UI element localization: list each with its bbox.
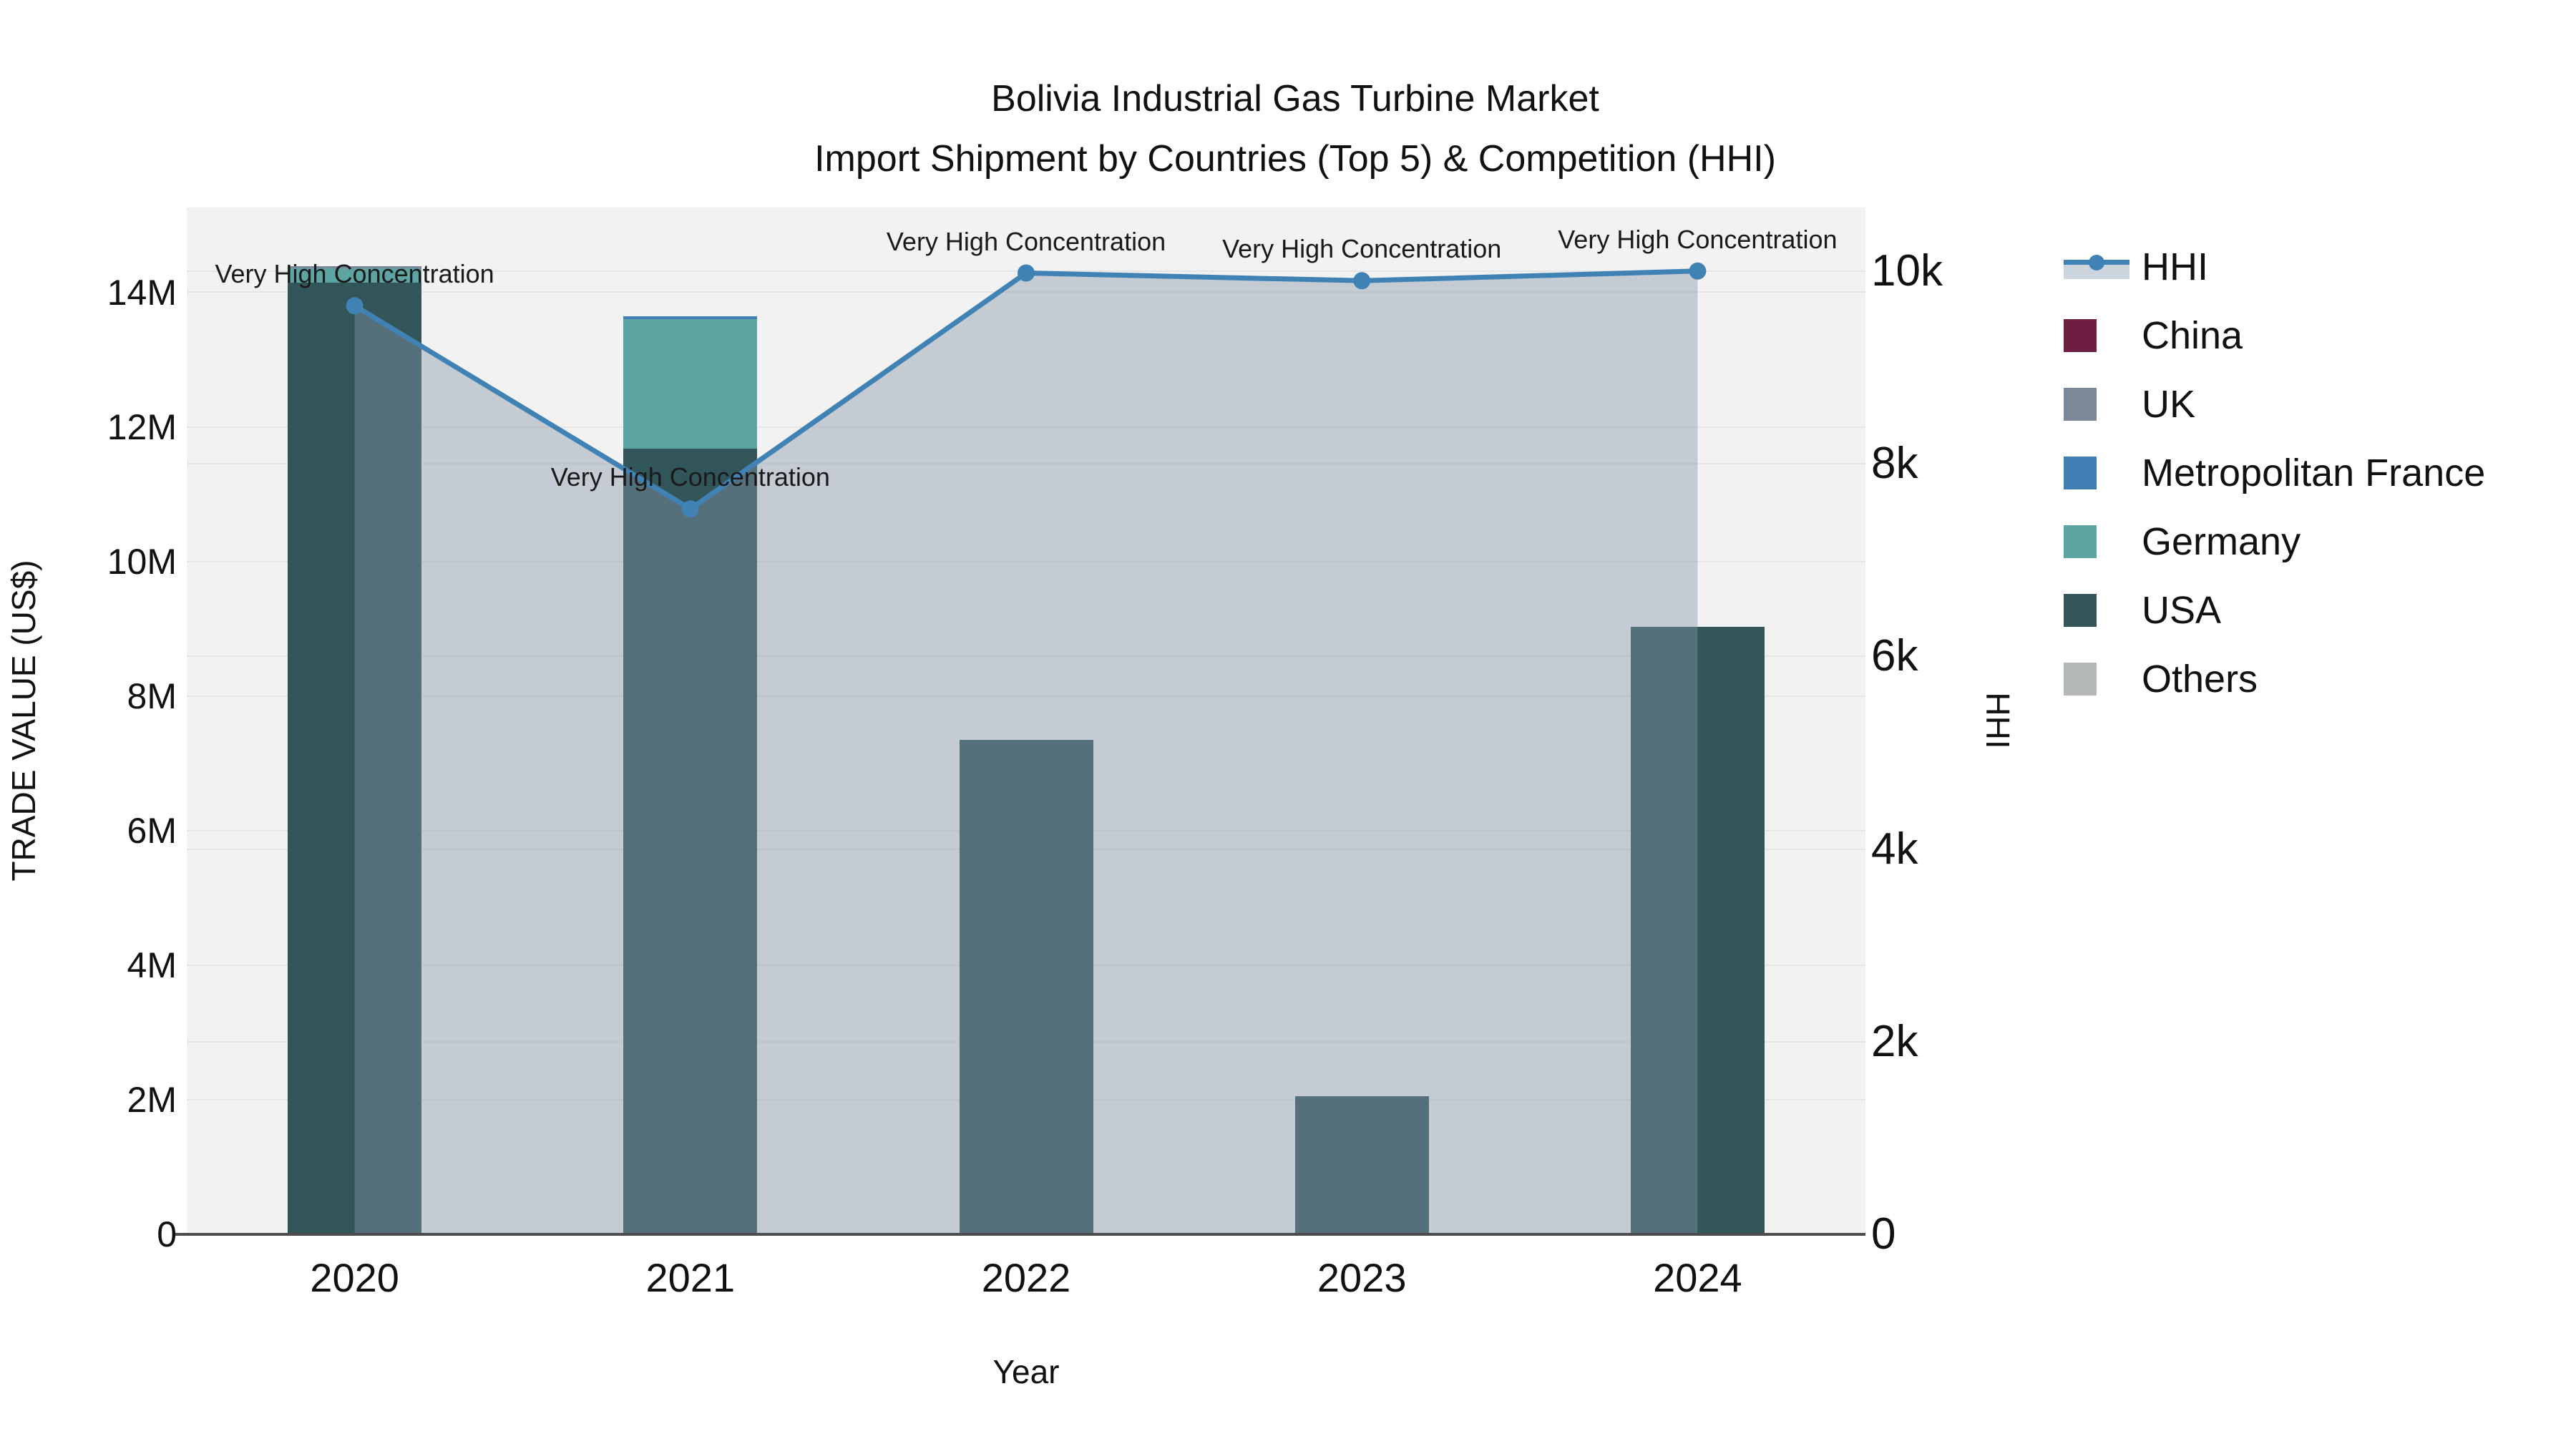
annotation-2020: Very High Concentration — [215, 259, 494, 289]
legend-item-germany[interactable]: Germany — [2064, 507, 2485, 576]
legend-swatch-usa — [2064, 594, 2132, 627]
legend-item-others[interactable]: Others — [2064, 645, 2485, 713]
y-left-tick-label: 4M — [127, 945, 177, 985]
y-right-tick-label: 4k — [1871, 824, 1918, 874]
legend-item-uk[interactable]: UK — [2064, 370, 2485, 439]
legend-swatch-hhi — [2064, 255, 2132, 279]
bar-2022-usa — [959, 739, 1093, 1234]
chart-title-line1: Bolivia Industrial Gas Turbine Market — [991, 78, 1599, 119]
legend-item-label: Metropolitan France — [2142, 452, 2486, 494]
uk-color-swatch-icon — [2064, 388, 2097, 421]
legend-item-usa[interactable]: USA — [2064, 576, 2485, 645]
legend-item-metropolitan-france[interactable]: Metropolitan France — [2064, 439, 2485, 507]
bar-2021-metropolitan-france — [623, 316, 758, 319]
y-right-tick-label: 2k — [1871, 1016, 1918, 1066]
y-right-tick-label: 10k — [1871, 245, 1943, 296]
y-right-tick-label: 6k — [1871, 631, 1918, 681]
legend-item-label: HHI — [2142, 245, 2208, 288]
bar-2024-usa — [1630, 626, 1765, 1234]
annotation-2023: Very High Concentration — [1222, 234, 1502, 264]
metropolitan-france-color-swatch-icon — [2064, 457, 2097, 489]
legend: HHI China UK Metropolitan France Germany USA O… — [2064, 233, 2485, 713]
legend-item-hhi[interactable]: HHI — [2064, 233, 2485, 301]
legend-item-label: USA — [2142, 589, 2222, 632]
y-left-tick-label: 2M — [127, 1079, 177, 1120]
y-left-tick-label: 12M — [107, 406, 177, 447]
legend-item-label: UK — [2142, 383, 2196, 426]
gridline — [187, 655, 1865, 657]
chart-title: Bolivia Industrial Gas Turbine Market Im… — [814, 69, 1776, 189]
y-left-tick-label: 6M — [127, 810, 177, 851]
gridline — [187, 561, 1865, 562]
y-left-tick-label: 14M — [107, 272, 177, 313]
germany-color-swatch-icon — [2064, 525, 2097, 558]
y-right-tick-label: 0 — [1871, 1209, 1896, 1259]
gridline — [187, 426, 1865, 428]
x-axis-title: Year — [992, 1353, 1060, 1390]
y-axis-title-right: HHI — [1979, 692, 2016, 749]
others-color-swatch-icon — [2064, 663, 2097, 696]
x-tick-label-2023: 2023 — [1317, 1255, 1407, 1300]
bar-2021-germany — [623, 318, 758, 449]
y-right-tick-label: 8k — [1871, 439, 1918, 489]
legend-item-label: Others — [2142, 658, 2258, 701]
y-left-tick-label: 0 — [157, 1214, 177, 1254]
hhi-legend-marker-dot — [2089, 255, 2104, 270]
y-axis-title-left: TRADE VALUE (US$) — [5, 560, 42, 882]
gridline — [187, 696, 1865, 697]
legend-swatch-china — [2064, 319, 2132, 352]
x-tick-label-2024: 2024 — [1653, 1255, 1742, 1300]
y-left-tick-label: 8M — [127, 675, 177, 716]
gridline — [187, 291, 1865, 293]
legend-swatch-others — [2064, 663, 2132, 696]
x-tick-label-2020: 2020 — [310, 1255, 399, 1300]
y-left-tick-label: 10M — [107, 541, 177, 582]
hhi-legend-line-icon — [2064, 255, 2129, 279]
annotation-2021: Very High Concentration — [550, 462, 830, 492]
x-axis-line — [175, 1233, 1865, 1236]
bar-2023-usa — [1294, 1096, 1429, 1234]
bar-2020-uk — [288, 265, 422, 269]
legend-swatch-metropolitan-france — [2064, 457, 2132, 489]
x-tick-label-2021: 2021 — [645, 1255, 736, 1300]
bar-2021-usa — [623, 448, 758, 1234]
usa-color-swatch-icon — [2064, 594, 2097, 627]
bar-2020-usa — [288, 283, 422, 1234]
china-color-swatch-icon — [2064, 319, 2097, 352]
gridline — [187, 463, 1865, 464]
legend-item-label: Germany — [2142, 520, 2301, 563]
legend-swatch-uk — [2064, 388, 2132, 421]
annotation-2024: Very High Concentration — [1558, 224, 1838, 254]
legend-swatch-germany — [2064, 525, 2132, 558]
x-tick-label-2022: 2022 — [981, 1255, 1071, 1300]
legend-item-label: China — [2142, 314, 2243, 357]
annotation-2022: Very High Concentration — [886, 226, 1166, 256]
chart-title-line2: Import Shipment by Countries (Top 5) & C… — [814, 138, 1776, 180]
legend-item-china[interactable]: China — [2064, 301, 2485, 370]
